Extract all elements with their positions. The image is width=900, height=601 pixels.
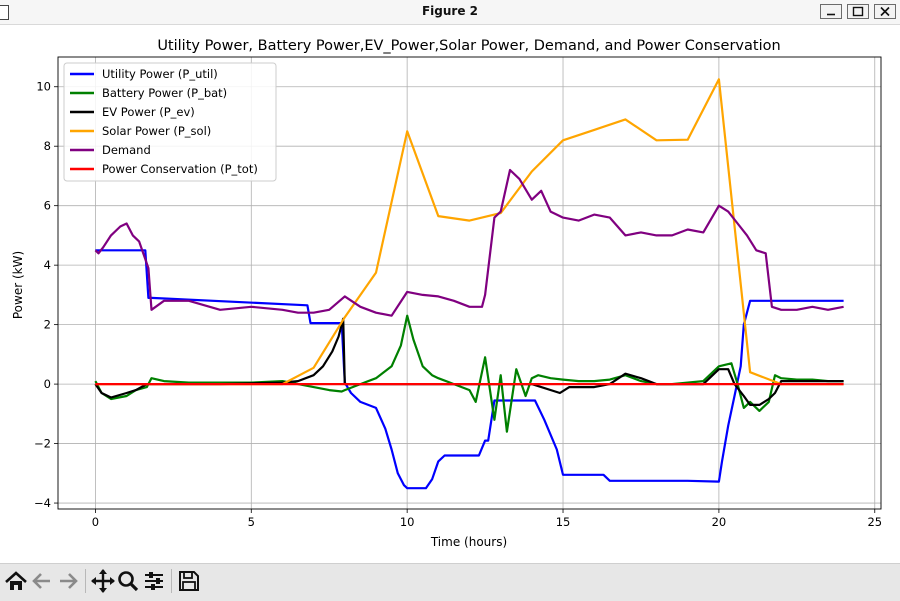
series-line — [95, 78, 844, 386]
close-icon — [880, 6, 890, 17]
y-tick-label: 6 — [44, 199, 51, 213]
axis-ticks: 0 5 10 15 20 25 −4 −2 0 2 4 6 8 10 — [34, 80, 882, 529]
save-button[interactable] — [176, 568, 202, 594]
y-tick-label: 2 — [44, 318, 51, 332]
minimize-icon — [827, 13, 835, 16]
subplots-config-button[interactable] — [141, 568, 167, 594]
subplots-config-icon — [145, 572, 163, 590]
x-tick-label: 5 — [248, 515, 255, 529]
x-axis-label: Time (hours) — [430, 535, 507, 549]
window-titlebar: Figure 2 — [0, 0, 900, 25]
legend-label: Power Conservation (P_tot) — [102, 162, 258, 176]
pan-icon — [91, 569, 115, 593]
legend-label: Utility Power (P_util) — [102, 67, 218, 81]
toolbar-separator — [171, 569, 172, 593]
legend: Utility Power (P_util) Battery Power (P_b… — [63, 62, 277, 182]
home-button[interactable] — [3, 568, 29, 594]
y-tick-label: 8 — [44, 139, 51, 153]
save-icon — [179, 571, 199, 591]
y-tick-label: −2 — [34, 437, 51, 451]
legend-label: EV Power (P_ev) — [102, 105, 195, 119]
y-tick-label: 4 — [44, 258, 51, 272]
forward-arrow-icon — [60, 573, 78, 589]
navigation-toolbar — [0, 563, 900, 601]
axes-frame — [57, 56, 882, 510]
forward-button[interactable] — [55, 568, 81, 594]
y-tick-label: 0 — [44, 377, 51, 391]
y-tick-label: −4 — [34, 496, 51, 510]
y-tick-label: 10 — [36, 80, 51, 94]
series-lines — [94, 78, 844, 490]
y-axis-label: Power (kW) — [11, 251, 25, 319]
back-button[interactable] — [29, 568, 55, 594]
legend-label: Solar Power (P_sol) — [102, 124, 211, 138]
maximize-icon — [852, 6, 864, 17]
legend-box — [63, 62, 277, 182]
zoom-icon — [118, 571, 139, 592]
x-tick-label: 25 — [867, 515, 882, 529]
pan-button[interactable] — [90, 568, 116, 594]
series-line — [95, 249, 844, 490]
legend-label: Battery Power (P_bat) — [102, 86, 227, 100]
chart-title: Utility Power, Battery Power,EV_Power,So… — [157, 38, 780, 54]
zoom-button[interactable] — [115, 568, 141, 594]
minimize-button[interactable] — [820, 4, 842, 19]
window-icon — [0, 5, 9, 20]
x-tick-label: 20 — [712, 515, 727, 529]
toolbar-separator — [85, 569, 86, 593]
legend-label: Demand — [102, 143, 151, 157]
window-title: Figure 2 — [421, 4, 479, 18]
close-button[interactable] — [874, 4, 896, 19]
back-arrow-icon — [32, 573, 50, 589]
maximize-button[interactable] — [847, 4, 869, 19]
figure-canvas: Utility Power, Battery Power,EV_Power,So… — [0, 25, 900, 560]
series-line — [94, 168, 844, 317]
x-tick-label: 0 — [92, 515, 99, 529]
home-icon — [5, 571, 27, 590]
x-tick-label: 15 — [556, 515, 571, 529]
x-tick-label: 10 — [400, 515, 415, 529]
line-chart: Utility Power, Battery Power,EV_Power,So… — [11, 38, 882, 549]
